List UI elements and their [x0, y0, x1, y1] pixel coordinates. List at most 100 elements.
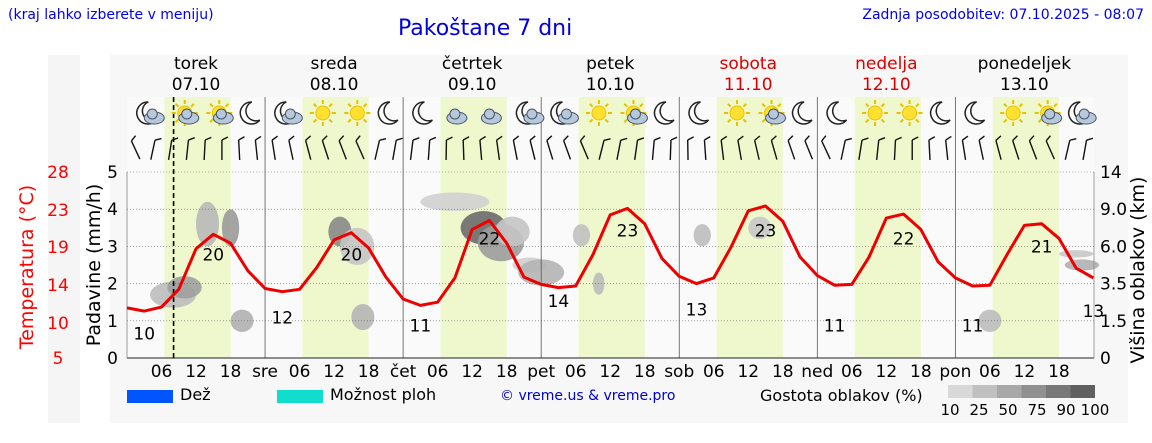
sun-ray — [865, 118, 870, 123]
sun-disc — [591, 105, 607, 121]
wind-shaft — [427, 139, 431, 161]
sun-ray — [742, 103, 747, 108]
x-tick: 12 — [876, 362, 898, 382]
cloud-height-tick: 3.5 — [1100, 275, 1127, 295]
cloud-height-tick: 14 — [1100, 163, 1122, 183]
wind-feather — [911, 136, 919, 141]
wind-feather — [188, 137, 195, 141]
wind-barb — [479, 135, 486, 161]
wind-feather — [1028, 135, 1035, 142]
sun-ray — [328, 103, 333, 108]
sun-ray — [1037, 118, 1042, 123]
temperature-line — [126, 204, 1095, 313]
wind-feather — [845, 137, 852, 141]
cloud-density-blob — [1058, 250, 1094, 258]
wind-shaft — [167, 140, 173, 160]
wind-feather — [255, 135, 262, 141]
wind-barb — [821, 135, 831, 160]
sun-icon — [724, 100, 751, 126]
wind-shaft — [651, 139, 655, 161]
sun-ray — [312, 118, 318, 123]
wind-barb — [237, 136, 245, 161]
wind-shaft — [821, 140, 831, 160]
moon-shape — [688, 101, 710, 125]
day-date: 13.10 — [1000, 75, 1049, 95]
wind-shaft — [737, 140, 743, 160]
sun-disc — [729, 105, 745, 121]
wind-shaft — [203, 139, 206, 161]
precip-tick: 1 — [107, 312, 118, 332]
wind-shaft — [1028, 140, 1038, 160]
moon-cloud-icon — [136, 101, 165, 125]
sun-ray — [639, 103, 644, 108]
region-hint[interactable]: (kraj lahko izberete v meniju) — [8, 7, 214, 23]
wind-feather — [603, 138, 611, 141]
cloud-height-tick: 9.0 — [1100, 200, 1127, 220]
wind-barb — [185, 137, 195, 161]
cloud-puff — [181, 108, 193, 120]
wind-barb — [1012, 135, 1020, 160]
wind-shaft — [995, 140, 1002, 160]
wind-shaft — [254, 139, 259, 161]
sun-cloud-icon — [1034, 100, 1063, 126]
wind-barb — [546, 135, 554, 160]
sun-ray — [880, 103, 885, 108]
wind-shaft — [787, 140, 796, 160]
temp-value-label: 11 — [824, 316, 846, 336]
wind-barb — [338, 135, 347, 160]
wind-shaft — [288, 140, 294, 160]
precip-axis-label: Padavine (mm/h) — [83, 184, 105, 347]
moon-icon — [964, 101, 986, 125]
wind-barb — [634, 137, 645, 161]
copyright-link[interactable]: © vreme.us & vreme.pro — [500, 388, 676, 404]
wind-feather — [670, 136, 678, 141]
sun-ray — [761, 118, 766, 123]
sun-ray — [224, 103, 230, 108]
wind-feather — [720, 135, 728, 141]
sun-ray — [865, 103, 870, 108]
sun-disc — [902, 105, 918, 121]
day-date: 10.10 — [586, 75, 635, 95]
wind-shaft — [616, 140, 622, 160]
day-date: 11.10 — [724, 75, 773, 95]
wind-feather — [878, 137, 886, 141]
temp-tick: 19 — [47, 238, 69, 258]
cloud-density-blob — [221, 209, 240, 247]
wind-barb — [703, 136, 711, 161]
density-scale-cell — [1070, 385, 1095, 398]
x-tick: 18 — [220, 362, 242, 382]
sun-icon — [585, 100, 612, 126]
sun-ray — [174, 118, 180, 123]
cloud-puff — [215, 108, 227, 120]
wind-feather — [637, 137, 645, 141]
x-tick: 18 — [772, 362, 794, 382]
sun-icon — [344, 100, 371, 126]
wind-shaft — [1064, 140, 1071, 160]
wind-feather — [687, 136, 694, 141]
cloud-height-tick: 6.0 — [1100, 237, 1127, 257]
wind-barb — [995, 135, 1002, 160]
x-tick: 12 — [461, 362, 483, 382]
moon-shape — [377, 101, 399, 125]
wind-feather — [154, 137, 162, 141]
density-scale-cell — [972, 385, 997, 398]
wind-feather — [1045, 135, 1052, 142]
sun-ray — [880, 118, 885, 123]
wind-barb — [271, 135, 278, 160]
cloud-density-blob — [420, 192, 490, 212]
temp-value-label: 10 — [133, 325, 155, 345]
x-tick: 06 — [289, 362, 311, 382]
sun-icon — [309, 100, 336, 126]
wind-shaft — [304, 140, 312, 160]
wind-feather — [204, 136, 212, 141]
sun-ray — [209, 103, 214, 108]
x-tick: 06 — [703, 362, 725, 382]
wind-feather — [821, 135, 827, 142]
x-tick: 18 — [496, 362, 518, 382]
density-scale-label: 50 — [998, 401, 1017, 419]
wind-barb — [562, 135, 572, 160]
cloud-puff — [284, 108, 296, 120]
cloud-density-blob — [495, 216, 530, 247]
wind-barb — [427, 136, 437, 161]
